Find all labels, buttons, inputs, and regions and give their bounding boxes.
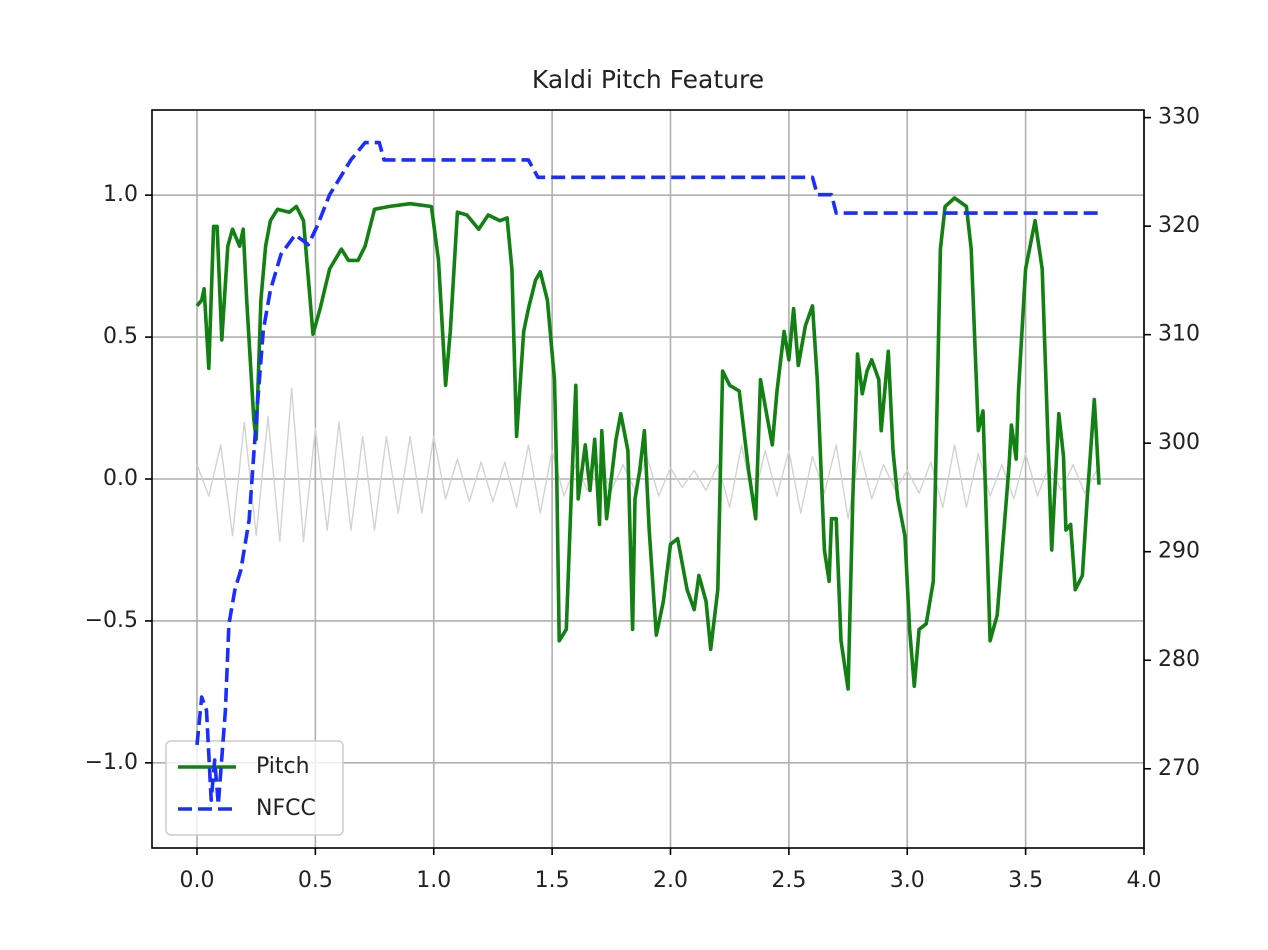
x-tick-label: 4.0 xyxy=(1127,868,1162,893)
y-tick-label: −0.5 xyxy=(85,608,138,633)
y-tick-label: 1.0 xyxy=(103,182,138,207)
y2-tick-label: 320 xyxy=(1158,213,1200,238)
y2-tick-label: 270 xyxy=(1158,756,1200,781)
y2-tick-label: 290 xyxy=(1158,539,1200,564)
x-tick-label: 0.0 xyxy=(179,868,214,893)
y2-tick-label: 330 xyxy=(1158,105,1200,130)
chart-title: Kaldi Pitch Feature xyxy=(532,65,764,94)
x-tick-label: 1.5 xyxy=(535,868,570,893)
x-tick-label: 3.0 xyxy=(890,868,925,893)
series-line xyxy=(195,140,1099,807)
x-tick-label: 2.5 xyxy=(771,868,806,893)
legend-label: NFCC xyxy=(256,796,316,821)
x-tick-label: 2.0 xyxy=(653,868,688,893)
y-tick-label: 0.0 xyxy=(103,466,138,491)
x-tick-label: 3.5 xyxy=(1008,868,1043,893)
y2-tick-label: 310 xyxy=(1158,322,1200,347)
y-tick-label: −1.0 xyxy=(85,750,138,775)
legend-box xyxy=(165,740,344,836)
y2-tick-label: 300 xyxy=(1158,430,1200,455)
legend-label: Pitch xyxy=(256,754,310,779)
y-tick-label: 0.5 xyxy=(103,324,138,349)
x-tick-label: 1.0 xyxy=(416,868,451,893)
y2-tick-label: 280 xyxy=(1158,647,1200,672)
series-line xyxy=(195,196,1101,691)
plot-frame xyxy=(151,109,1145,849)
x-tick-label: 0.5 xyxy=(298,868,333,893)
